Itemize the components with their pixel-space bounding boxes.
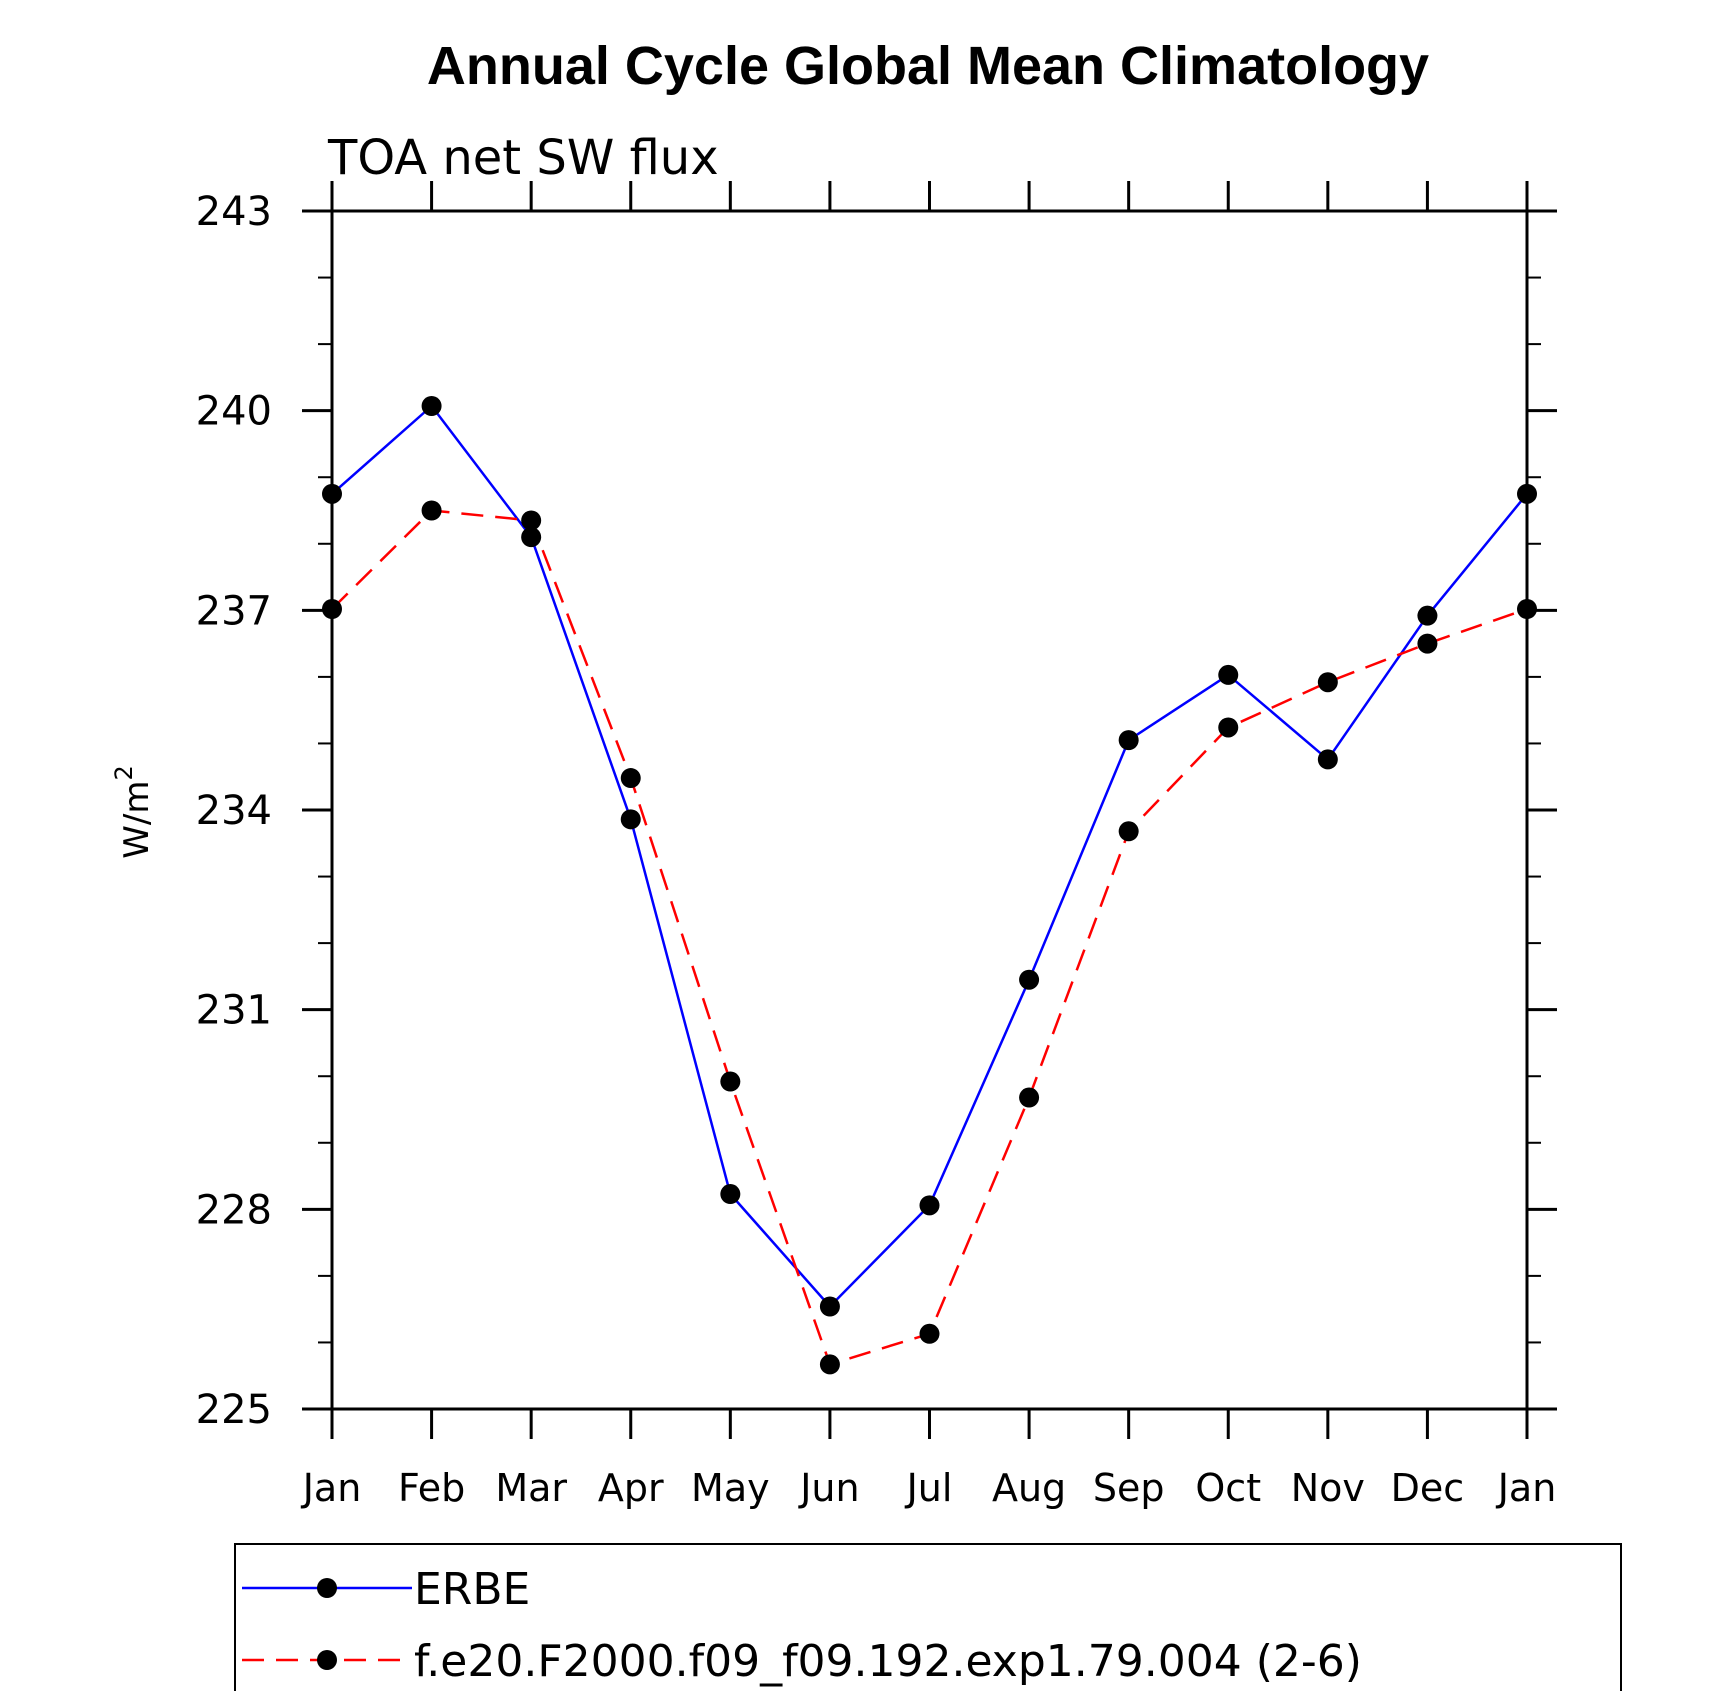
x-tick-label: Jun (798, 1466, 859, 1510)
data-point-series-0 (421, 396, 442, 417)
y-tick-label: 228 (196, 1187, 272, 1233)
series-line-1 (331, 509, 1528, 1366)
y-tick-label: 231 (196, 988, 272, 1034)
x-tick-label: May (691, 1466, 770, 1510)
data-point-series-1 (1118, 821, 1139, 842)
data-point-series-0 (1019, 969, 1040, 990)
series-line-0 (331, 404, 1528, 1308)
data-point-series-0 (1218, 664, 1239, 685)
x-tick-label: Jan (301, 1466, 362, 1510)
x-tick-label: Dec (1391, 1466, 1465, 1510)
data-point-series-1 (421, 500, 442, 521)
data-point-series-1 (919, 1323, 940, 1344)
x-tick-label: Aug (992, 1466, 1066, 1510)
data-point-series-1 (1019, 1087, 1040, 1108)
y-tick-label: 237 (196, 588, 272, 634)
x-tick-label: Nov (1291, 1466, 1365, 1510)
data-point-series-1 (322, 599, 342, 620)
data-point-series-1 (1218, 717, 1239, 738)
x-tick-label: Oct (1195, 1466, 1261, 1510)
data-point-series-0 (620, 809, 641, 830)
y-tick-label: 225 (196, 1387, 272, 1433)
data-point-series-0 (720, 1184, 741, 1205)
data-point-series-1 (819, 1354, 840, 1375)
x-tick-label: Apr (598, 1466, 664, 1510)
data-point-series-0 (521, 527, 542, 548)
data-point-series-0 (919, 1195, 940, 1216)
chart-title: Annual Cycle Global Mean Climatology (427, 36, 1429, 96)
x-tick-label: Jan (1496, 1466, 1557, 1510)
data-point-series-0 (1417, 605, 1438, 626)
x-tick-label: Jul (905, 1466, 953, 1510)
legend-marker-model (317, 1650, 337, 1670)
x-tick-label: Feb (398, 1466, 465, 1510)
data-point-series-0 (1317, 749, 1338, 770)
legend-box (234, 1543, 1622, 1691)
data-point-series-1 (1417, 633, 1438, 654)
legend: ERBE f.e20.F2000.f09_f09.192.exp1.79.004… (234, 1543, 1622, 1691)
y-tick-label: 234 (196, 788, 272, 834)
plot-frame (330, 209, 1529, 1411)
data-point-series-1 (620, 768, 641, 789)
y-tick-label: 240 (196, 389, 272, 435)
x-tick-label: Mar (495, 1466, 567, 1510)
data-point-series-0 (819, 1296, 840, 1317)
data-point-series-1 (720, 1071, 741, 1092)
data-point-series-1 (1317, 672, 1338, 693)
y-axis-label: W/m2 (110, 765, 157, 858)
data-point-series-1 (1517, 599, 1537, 620)
chart-subtitle: TOA net SW flux (327, 130, 719, 186)
y-tick-label: 243 (196, 189, 272, 235)
x-tick-label: Sep (1093, 1466, 1165, 1510)
legend-marker-erbe (317, 1578, 337, 1598)
data-point-series-0 (322, 483, 342, 504)
axes: 225 228 231 234 237 240 243 Jan Feb Mar Apr May Jun J… (196, 181, 1557, 1510)
legend-label-model: f.e20.F2000.f09_f09.192.exp1.79.004 (2-6… (414, 1636, 1362, 1687)
data-point-series-0 (1118, 730, 1139, 751)
data-point-series-0 (1517, 483, 1537, 504)
legend-label-erbe: ERBE (414, 1564, 530, 1615)
data-point-series-1 (521, 510, 542, 531)
series-layer (322, 396, 1537, 1375)
